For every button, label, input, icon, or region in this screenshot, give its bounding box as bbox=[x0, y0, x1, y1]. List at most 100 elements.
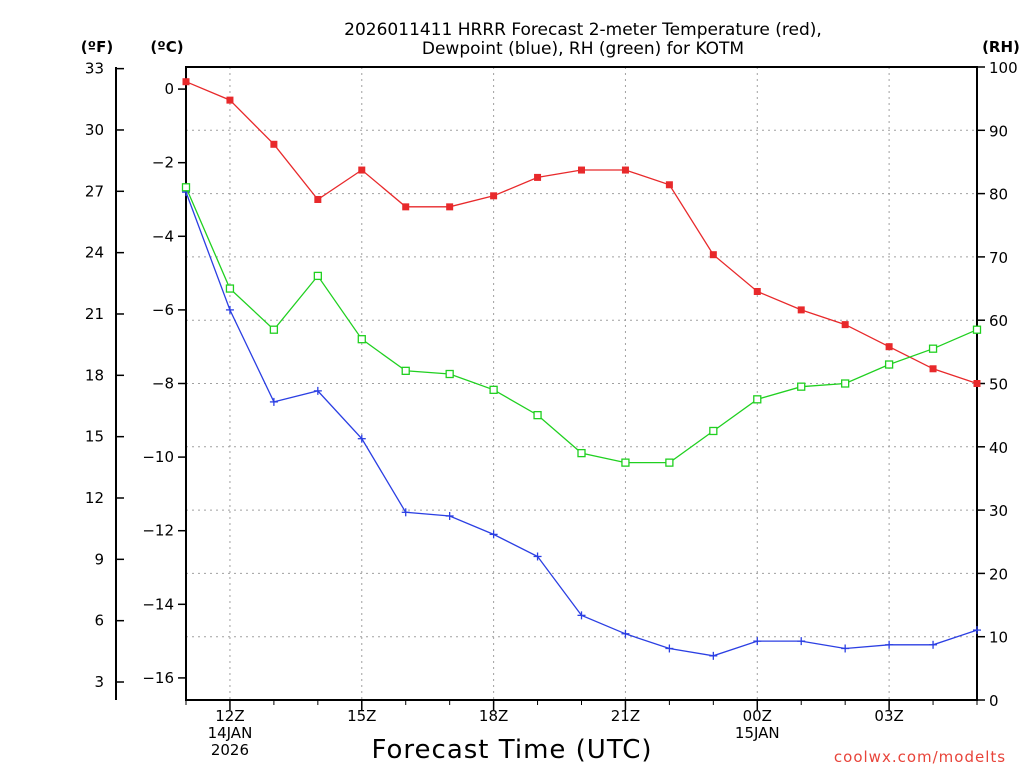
rh-tick-label: 30 bbox=[989, 502, 1008, 520]
temperature-point bbox=[226, 96, 234, 104]
rh-point bbox=[533, 410, 542, 420]
rh-tick-label: 0 bbox=[989, 692, 999, 710]
temperature-point bbox=[753, 287, 761, 295]
fahrenheit-tick-label: 12 bbox=[85, 489, 104, 507]
fahrenheit-tick-label: 6 bbox=[94, 612, 104, 630]
temperature-point bbox=[270, 140, 278, 148]
temperature-point bbox=[885, 343, 893, 351]
x-tick-label: 21Z bbox=[611, 707, 640, 725]
rh-point bbox=[797, 382, 806, 391]
dewpoint-point bbox=[841, 644, 850, 653]
x-tick-label: 00Z bbox=[743, 707, 772, 725]
temperature-point bbox=[314, 195, 322, 203]
fahrenheit-tick-label: 18 bbox=[85, 366, 104, 384]
temperature-point bbox=[182, 78, 190, 86]
temperature-point bbox=[929, 365, 937, 373]
tick-labels: 0−2−4−6−8−10−12−14−163330272421181512963… bbox=[85, 59, 1018, 759]
dewpoint-point bbox=[269, 397, 278, 406]
dewpoint-point bbox=[489, 530, 498, 539]
fahrenheit-unit-label: (ºF) bbox=[81, 38, 113, 56]
dewpoint-series-line bbox=[185, 191, 978, 657]
x-tick-label: 15JAN bbox=[735, 724, 780, 742]
rh-tick-label: 80 bbox=[989, 186, 1008, 204]
dewpoint-point bbox=[533, 552, 542, 561]
rh-point bbox=[753, 395, 762, 404]
temperature-point bbox=[490, 192, 498, 200]
temperature-point bbox=[621, 166, 629, 174]
temperature-series-line bbox=[185, 81, 978, 385]
celsius-tick-label: −8 bbox=[152, 375, 174, 393]
dewpoint-point bbox=[753, 637, 762, 646]
rh-tick-label: 60 bbox=[989, 312, 1008, 330]
fahrenheit-tick-label: 3 bbox=[94, 673, 104, 691]
temperature-point bbox=[402, 203, 410, 211]
x-tick-label: 18Z bbox=[479, 707, 508, 725]
temperature-point bbox=[841, 321, 849, 329]
temperature-point bbox=[358, 166, 366, 174]
rh-tick-label: 40 bbox=[989, 439, 1008, 457]
celsius-tick-label: 0 bbox=[164, 80, 174, 98]
dewpoint-point bbox=[445, 511, 454, 520]
x-tick-label: 03Z bbox=[874, 707, 903, 725]
rh-point bbox=[313, 271, 322, 281]
fahrenheit-tick-label: 30 bbox=[85, 121, 104, 139]
rh-point bbox=[445, 369, 454, 379]
series-layer bbox=[181, 78, 982, 660]
dewpoint-point bbox=[797, 637, 806, 646]
rh-point bbox=[269, 325, 279, 334]
dewpoint-point bbox=[225, 305, 234, 314]
dewpoint-point bbox=[357, 434, 366, 443]
rh-unit-label: (RH) bbox=[982, 38, 1020, 56]
rh-point bbox=[972, 325, 982, 334]
temperature-point bbox=[709, 251, 717, 259]
rh-point bbox=[181, 183, 191, 192]
dewpoint-point bbox=[929, 640, 938, 649]
rh-tick-label: 10 bbox=[989, 629, 1008, 647]
rh-tick-label: 70 bbox=[989, 249, 1008, 267]
rh-tick-label: 90 bbox=[989, 122, 1008, 140]
x-tick-label: 2026 bbox=[211, 741, 249, 759]
rh-point bbox=[709, 426, 718, 436]
axes bbox=[115, 66, 985, 710]
grid bbox=[186, 67, 977, 700]
rh-tick-label: 50 bbox=[989, 376, 1008, 394]
temperature-point bbox=[446, 203, 454, 211]
rh-tick-label: 100 bbox=[989, 59, 1018, 77]
chart-title-line2: Dewpoint (blue), RH (green) for KOTM bbox=[422, 39, 744, 59]
rh-point bbox=[665, 458, 674, 467]
x-tick-label: 12Z bbox=[215, 707, 244, 725]
rh-point bbox=[928, 344, 938, 353]
celsius-tick-label: −14 bbox=[142, 595, 174, 613]
rh-point bbox=[225, 284, 235, 293]
temperature-point bbox=[578, 166, 585, 174]
fahrenheit-tick-label: 9 bbox=[94, 550, 104, 568]
fahrenheit-tick-label: 15 bbox=[85, 428, 104, 446]
temperature-point bbox=[797, 306, 805, 314]
rh-point bbox=[357, 335, 366, 344]
x-tick-label: 14JAN bbox=[208, 724, 253, 742]
temperature-point bbox=[973, 380, 981, 387]
rh-tick-label: 20 bbox=[989, 565, 1008, 583]
celsius-tick-label: −12 bbox=[142, 522, 174, 540]
temperature-point bbox=[665, 181, 673, 189]
dewpoint-point bbox=[973, 626, 981, 635]
credit-text: coolwx.com/modelts bbox=[834, 748, 1006, 766]
x-axis-title: Forecast Time (UTC) bbox=[371, 735, 652, 765]
dewpoint-point bbox=[665, 644, 674, 653]
dewpoint-point bbox=[885, 640, 894, 649]
fahrenheit-tick-label: 24 bbox=[85, 244, 104, 262]
chart-title-line1: 2026011411 HRRR Forecast 2-meter Tempera… bbox=[344, 20, 822, 40]
rh-point bbox=[489, 385, 498, 394]
dewpoint-point bbox=[313, 386, 322, 395]
celsius-tick-label: −10 bbox=[142, 448, 174, 466]
rh-point bbox=[577, 448, 586, 458]
rh-point bbox=[621, 458, 630, 467]
fahrenheit-tick-label: 21 bbox=[85, 305, 104, 323]
dewpoint-point bbox=[577, 611, 586, 620]
celsius-unit-label: (ºC) bbox=[150, 38, 183, 56]
celsius-tick-label: −2 bbox=[152, 154, 174, 172]
fahrenheit-tick-label: 27 bbox=[85, 182, 104, 200]
celsius-tick-label: −6 bbox=[152, 301, 174, 319]
fahrenheit-tick-label: 33 bbox=[85, 60, 104, 78]
